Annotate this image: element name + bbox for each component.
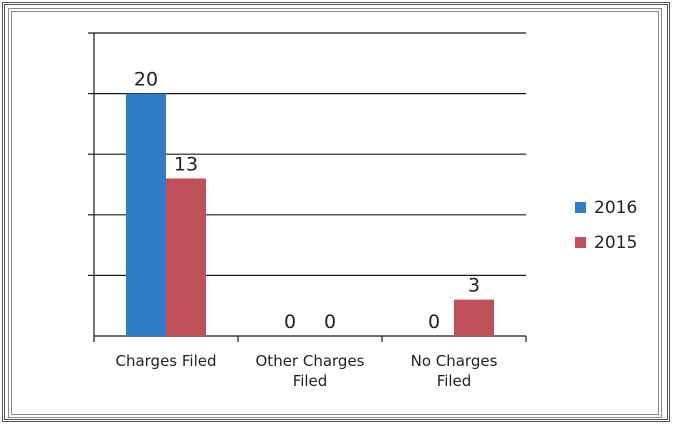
bars (126, 93, 494, 336)
category-label: Filed (437, 372, 472, 390)
data-label: 0 (284, 311, 296, 333)
data-label: 13 (174, 153, 198, 175)
category-label: Other Charges (256, 352, 365, 370)
data-label: 0 (428, 311, 440, 333)
bar-2015-2 (454, 299, 494, 336)
data-label: 0 (324, 311, 336, 333)
legend-label: 2015 (594, 233, 637, 253)
legend: 2016 2015 (575, 198, 637, 253)
bar-2016-0 (126, 93, 166, 336)
legend-swatch-2015 (575, 237, 586, 248)
data-labels: 20 13 0 0 0 3 (134, 69, 480, 333)
category-labels: Charges Filed Other Charges Filed No Charge… (115, 352, 497, 390)
category-label: Charges Filed (115, 352, 216, 370)
category-label: No Charges (411, 352, 498, 370)
category-label: Filed (293, 372, 328, 390)
inner-frame (8, 8, 662, 418)
outer-frame (2, 2, 670, 422)
bar-2015-0 (166, 178, 206, 336)
legend-label: 2016 (594, 198, 637, 218)
data-label: 20 (134, 69, 158, 91)
legend-swatch-2016 (575, 202, 586, 213)
data-label: 3 (468, 275, 480, 297)
